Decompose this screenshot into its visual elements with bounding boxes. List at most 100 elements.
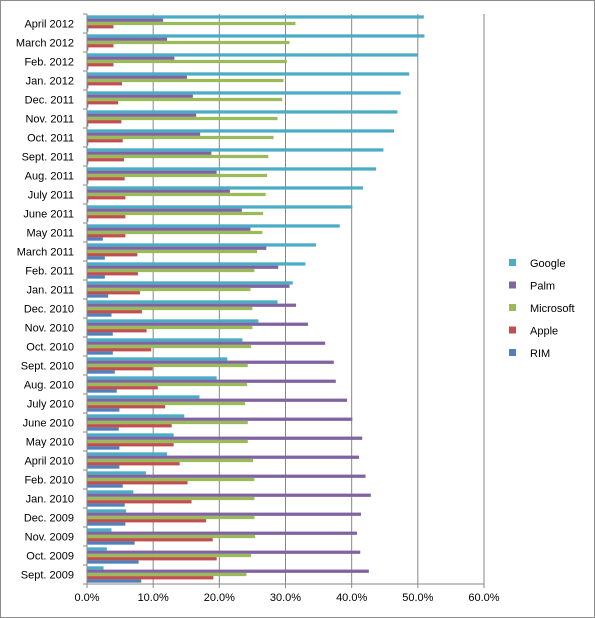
bar-microsoft bbox=[87, 211, 264, 216]
category-label: April 2010 bbox=[24, 456, 74, 468]
category-label: Nov. 2011 bbox=[25, 114, 74, 126]
bar-palm bbox=[87, 322, 308, 326]
category-label: Feb. 2010 bbox=[24, 475, 74, 487]
bar-palm bbox=[87, 303, 297, 307]
bar-apple bbox=[87, 272, 138, 276]
bar-apple bbox=[87, 63, 114, 67]
bar-rim bbox=[87, 104, 89, 108]
bar-google bbox=[87, 452, 168, 456]
category-label: Oct. 2010 bbox=[26, 342, 74, 354]
bar-apple bbox=[87, 139, 123, 143]
bar-apple bbox=[87, 158, 125, 162]
bar-palm bbox=[87, 37, 168, 41]
x-tick-label: 30.0% bbox=[270, 592, 301, 604]
bar-microsoft bbox=[87, 287, 251, 292]
bar-microsoft bbox=[87, 458, 254, 463]
bar-apple bbox=[87, 538, 213, 542]
bar-palm bbox=[87, 531, 357, 535]
bar-google bbox=[87, 319, 259, 323]
bar-google bbox=[87, 471, 146, 475]
bar-palm bbox=[87, 417, 353, 421]
bars bbox=[87, 15, 425, 583]
category-label: Aug. 2011 bbox=[25, 171, 74, 183]
bar-microsoft bbox=[87, 439, 248, 444]
bar-microsoft bbox=[87, 40, 290, 45]
gridlines bbox=[152, 14, 485, 584]
bar-rim bbox=[87, 408, 120, 412]
bar-apple bbox=[87, 576, 214, 580]
bar-rim bbox=[87, 275, 105, 279]
bar-apple bbox=[87, 348, 152, 352]
bar-apple bbox=[87, 101, 119, 105]
bar-apple bbox=[87, 500, 192, 504]
bar-apple bbox=[87, 367, 153, 371]
category-label: Jan. 2011 bbox=[26, 285, 74, 297]
bar-google bbox=[87, 224, 340, 228]
legend-swatch-google bbox=[509, 259, 516, 266]
bar-rim bbox=[87, 199, 89, 203]
bar-palm bbox=[87, 208, 242, 212]
category-label: Dec. 2010 bbox=[24, 304, 74, 316]
bar-palm bbox=[87, 360, 334, 364]
bar-palm bbox=[87, 132, 201, 136]
bar-google bbox=[87, 281, 293, 285]
bar-palm bbox=[87, 246, 267, 250]
bar-microsoft bbox=[87, 135, 274, 140]
bar-apple bbox=[87, 120, 122, 124]
bar-apple bbox=[87, 82, 123, 86]
bar-palm bbox=[87, 474, 366, 478]
bar-palm bbox=[87, 113, 197, 117]
bar-rim bbox=[87, 66, 89, 70]
category-label: May 2010 bbox=[26, 437, 74, 449]
bar-rim bbox=[87, 465, 120, 469]
bar-rim bbox=[87, 237, 103, 241]
bar-apple bbox=[87, 424, 172, 428]
bar-apple bbox=[87, 253, 138, 257]
bar-palm bbox=[87, 94, 193, 98]
category-label: July 2010 bbox=[27, 399, 74, 411]
bar-google bbox=[87, 395, 200, 399]
category-label: Jan. 2012 bbox=[26, 76, 74, 88]
bar-apple bbox=[87, 405, 166, 409]
bar-google bbox=[87, 262, 306, 266]
legend-label-apple: Apple bbox=[530, 326, 558, 338]
bar-google bbox=[87, 34, 425, 38]
bar-google bbox=[87, 357, 228, 361]
category-label: Aug. 2010 bbox=[24, 380, 74, 392]
bar-google bbox=[87, 509, 127, 513]
legend-label-microsoft: Microsoft bbox=[530, 303, 575, 315]
x-tick-label: 0.0% bbox=[74, 592, 99, 604]
category-label: Oct. 2009 bbox=[26, 551, 74, 563]
legend-swatch-apple bbox=[509, 326, 516, 334]
bar-microsoft bbox=[87, 154, 269, 159]
category-label: March 2011 bbox=[17, 247, 74, 259]
bar-microsoft bbox=[87, 78, 284, 83]
bar-microsoft bbox=[87, 382, 248, 387]
category-label: Jan. 2010 bbox=[26, 494, 74, 506]
bar-rim bbox=[87, 560, 139, 564]
axes bbox=[83, 13, 485, 588]
category-label: June 2011 bbox=[23, 209, 74, 221]
bar-palm bbox=[87, 227, 251, 231]
category-label: March 2012 bbox=[16, 38, 74, 50]
bar-google bbox=[87, 15, 424, 19]
bar-rim bbox=[87, 85, 89, 89]
x-tick-label: 10.0% bbox=[138, 592, 169, 604]
bar-google bbox=[87, 110, 398, 114]
category-label: Dec. 2011 bbox=[25, 95, 74, 107]
bar-rim bbox=[87, 313, 112, 317]
category-label: Feb. 2011 bbox=[25, 266, 74, 278]
bar-google bbox=[87, 566, 104, 570]
bar-microsoft bbox=[87, 363, 248, 368]
bar-microsoft bbox=[87, 249, 258, 254]
bar-google bbox=[87, 243, 316, 247]
bar-rim bbox=[87, 503, 125, 507]
bar-google bbox=[87, 186, 363, 190]
bar-microsoft bbox=[87, 477, 255, 482]
category-axis-labels: April 2012 March 2012 Feb. 2012 Jan. 2012 De… bbox=[16, 19, 74, 582]
category-label: Sept. 2009 bbox=[21, 570, 74, 582]
bar-palm bbox=[87, 379, 336, 383]
bar-microsoft bbox=[87, 306, 253, 311]
bar-palm bbox=[87, 398, 348, 402]
